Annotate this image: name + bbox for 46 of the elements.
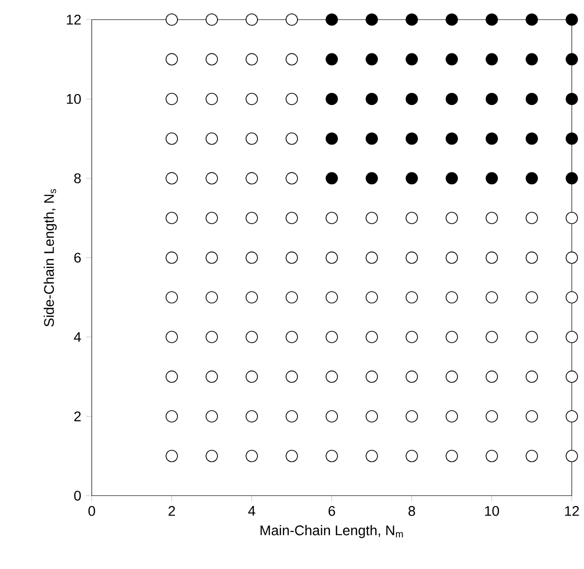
- point: [326, 172, 338, 184]
- point: [446, 13, 458, 26]
- x-tick-label: 6: [328, 506, 336, 516]
- x-tick-label: 8: [408, 506, 416, 516]
- x-tick-label: 10: [485, 506, 500, 516]
- y-tick-label: 2: [74, 411, 81, 421]
- x-axis-title: Main-Chain Length, N$_{m}$: [260, 524, 403, 538]
- point: [526, 132, 538, 145]
- point: [446, 52, 458, 66]
- point: [366, 92, 378, 105]
- y-axis-title: Side-Chain Length, N$_{s}$: [44, 188, 57, 326]
- point: [406, 132, 418, 145]
- point: [366, 52, 378, 66]
- y-tick-label: 10: [66, 94, 81, 104]
- point: [486, 172, 498, 184]
- point: [406, 172, 418, 184]
- point: [526, 13, 538, 26]
- point: [486, 52, 498, 66]
- x-tick-label: 0: [88, 506, 96, 516]
- point: [326, 132, 338, 145]
- point: [366, 172, 378, 184]
- point: [446, 172, 458, 184]
- y-tick-label: 0: [74, 490, 81, 500]
- y-tick-label: 12: [66, 14, 81, 24]
- x-tick-label: 2: [168, 506, 175, 516]
- y-tick-label: 8: [74, 173, 81, 184]
- point: [366, 13, 378, 26]
- point: [446, 132, 458, 145]
- point: [366, 132, 378, 145]
- point: [486, 132, 498, 145]
- point: [526, 92, 538, 105]
- point: [486, 92, 498, 105]
- point: [326, 92, 338, 105]
- point: [526, 52, 538, 66]
- point: [406, 13, 418, 26]
- y-tick-label: 4: [74, 332, 81, 342]
- point: [446, 92, 458, 105]
- point: [326, 52, 338, 66]
- y-tick-label: 6: [74, 252, 81, 262]
- point: [526, 172, 538, 184]
- point: [486, 13, 498, 26]
- point: [326, 13, 338, 26]
- x-tick-label: 4: [248, 506, 256, 516]
- point: [406, 92, 418, 105]
- x-tick-label: 12: [565, 506, 579, 516]
- point: [406, 52, 418, 66]
